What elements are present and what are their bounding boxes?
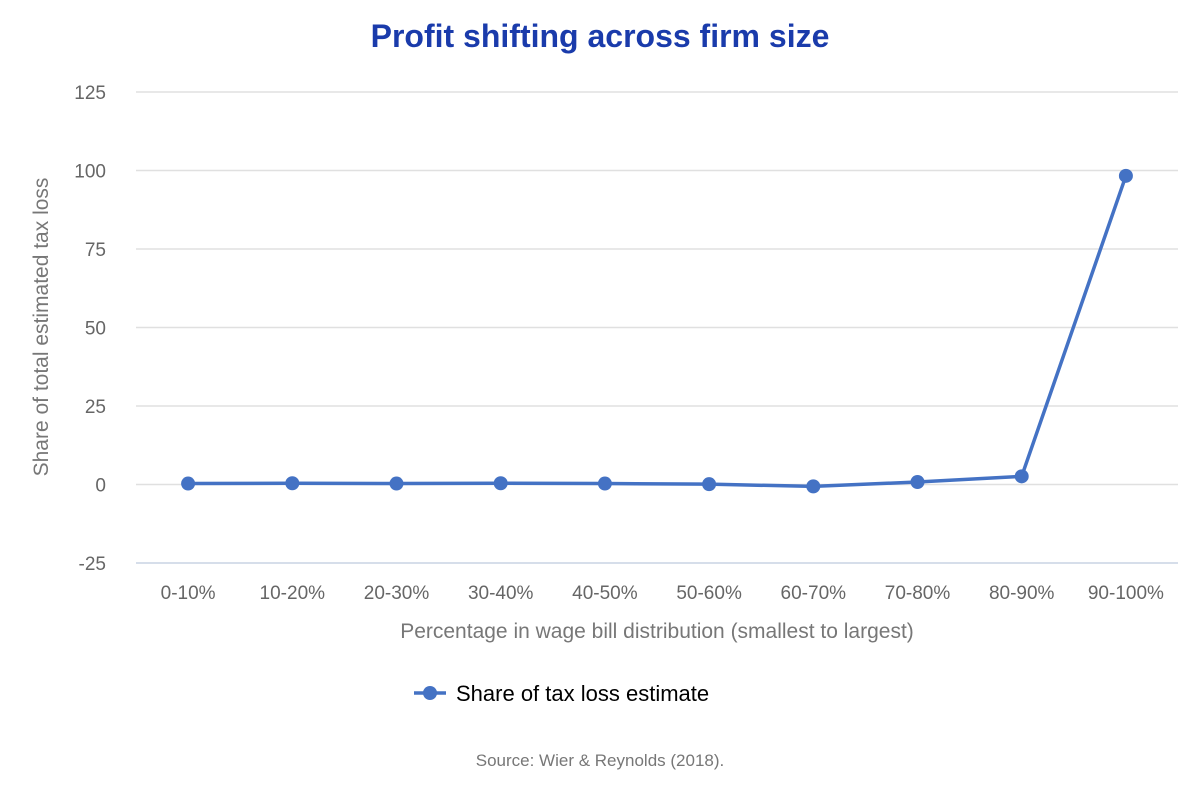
legend-label: Share of tax loss estimate <box>456 681 709 706</box>
x-tick-label: 20-30% <box>364 583 430 604</box>
x-tick-label: 60-70% <box>781 583 847 604</box>
data-point <box>493 476 508 491</box>
x-tick-label: 30-40% <box>468 583 534 604</box>
data-point <box>1118 168 1133 183</box>
data-point <box>389 476 404 491</box>
y-tick-label: -25 <box>79 554 106 575</box>
data-point <box>910 474 925 489</box>
x-tick-label: 40-50% <box>572 583 638 604</box>
series-line <box>188 175 1128 489</box>
y-tick-label: 25 <box>85 397 106 418</box>
x-tick-label: 10-20% <box>260 583 326 604</box>
y-tick-label: 75 <box>85 240 106 261</box>
data-point <box>285 476 300 491</box>
y-tick-label: 0 <box>95 476 106 497</box>
data-point <box>806 479 821 494</box>
x-axis-label: Percentage in wage bill distribution (sm… <box>400 620 914 643</box>
data-point <box>181 476 196 491</box>
y-tick-label: 125 <box>74 83 106 104</box>
x-tick-label: 70-80% <box>885 583 951 604</box>
data-point <box>597 476 612 491</box>
y-tick-label: 50 <box>85 319 106 340</box>
chart-title: Profit shifting across firm size <box>371 18 830 54</box>
legend: Share of tax loss estimate <box>414 681 709 706</box>
x-tick-label: 90-100% <box>1088 583 1164 604</box>
data-point <box>702 477 717 492</box>
source-note: Source: Wier & Reynolds (2018). <box>476 751 725 770</box>
x-tick-label: 80-90% <box>989 583 1055 604</box>
y-tick-label: 100 <box>74 162 106 183</box>
y-axis-label: Share of total estimated tax loss <box>30 178 53 477</box>
x-tick-label: 0-10% <box>161 583 216 604</box>
data-point <box>1014 469 1029 484</box>
x-tick-label: 50-60% <box>676 583 742 604</box>
legend-marker-icon <box>423 686 437 700</box>
